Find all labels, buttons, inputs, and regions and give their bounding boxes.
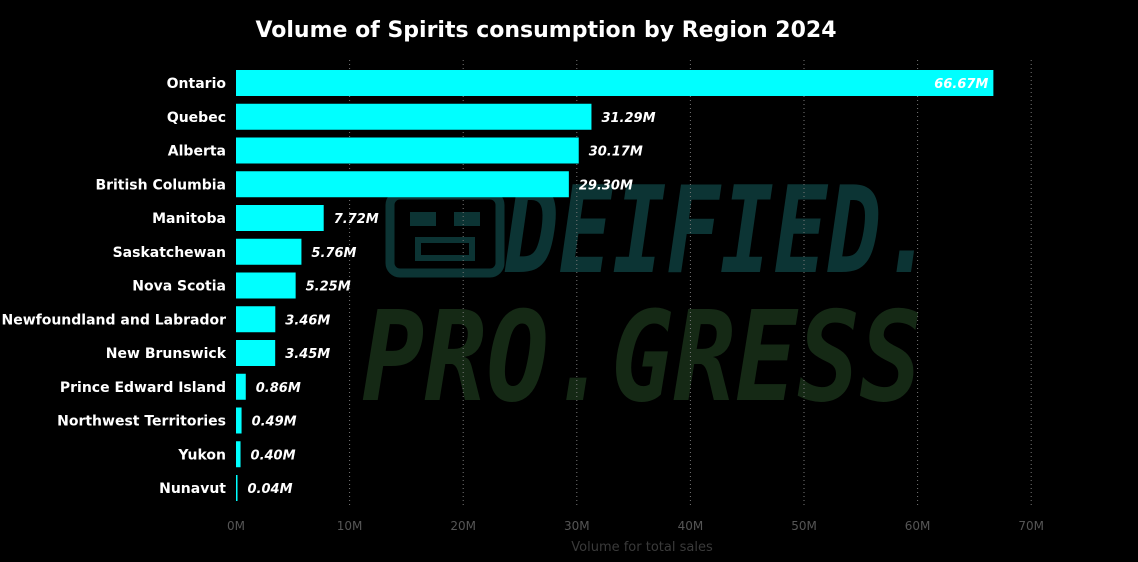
bar [236,205,324,231]
category-label: Nova Scotia [132,279,226,295]
data-label: 30.17M [589,145,643,160]
category-label: Ontario [167,76,227,92]
x-tick-label: 30M [564,519,590,533]
data-label: 0.04M [248,482,293,497]
data-label: 5.25M [306,280,351,295]
category-label: Northwest Territories [57,414,226,430]
bar [236,475,238,501]
bar [236,238,302,265]
bar [236,340,276,366]
chart-title: Volume of Spirits consumption by Region … [255,18,836,43]
category-label: Yukon [177,447,226,463]
category-label: British Columbia [95,177,226,193]
bar [236,441,241,468]
data-label: 3.45M [285,347,330,362]
category-labels: Ontario Quebec Alberta British Columbia Mani… [1,76,226,497]
x-tick-label: 50M [791,519,817,533]
tiki-mask-icon [385,190,505,278]
category-label: New Brunswick [106,346,227,362]
category-label: Nunavut [159,481,226,497]
watermark-line-2: PRO.GRESS [362,285,922,430]
mask-mouth [415,237,475,261]
category-label: Prince Edward Island [60,380,226,396]
data-label: 66.67M [934,77,988,92]
data-label: 7.72M [334,212,379,227]
x-axis-title: Volume for total sales [571,540,713,555]
mask-outline [385,190,505,278]
x-axis-ticks: 0M 10M 20M 30M 40M 50M 60M 70M [227,519,1044,533]
x-tick-label: 70M [1018,519,1044,533]
category-label: Alberta [168,144,226,160]
category-label: Newfoundland and Labrador [1,312,226,328]
bar [236,272,296,299]
category-label: Saskatchewan [113,245,226,261]
bar [236,103,592,130]
bar [236,306,276,333]
bar [236,407,242,434]
x-tick-label: 10M [337,519,363,533]
data-label: 31.29M [601,111,655,126]
watermark: DEIFIED.PRO.GRESS [362,162,935,430]
category-label: Manitoba [152,211,226,227]
mask-eye-right [454,212,480,226]
bar [236,137,579,164]
x-tick-label: 0M [227,519,245,533]
data-label: 5.76M [311,246,356,261]
data-label: 0.40M [251,448,296,463]
bar [236,171,569,198]
data-label: 0.49M [252,415,297,430]
data-label: 3.46M [285,313,330,328]
x-tick-label: 60M [905,519,931,533]
data-label: 0.86M [256,381,301,396]
bar [236,70,994,96]
x-tick-label: 20M [450,519,476,533]
data-label: 29.30M [579,178,633,193]
mask-eye-left [410,212,436,226]
bar [236,373,246,400]
watermark-line-1: DEIFIED. [504,162,935,301]
x-tick-label: 40M [678,519,704,533]
bars [236,70,994,501]
data-labels: 66.67M 31.29M 30.17M 29.30M 7.72M 5.76M 5.25M 3… [248,77,989,497]
category-label: Quebec [167,110,226,126]
